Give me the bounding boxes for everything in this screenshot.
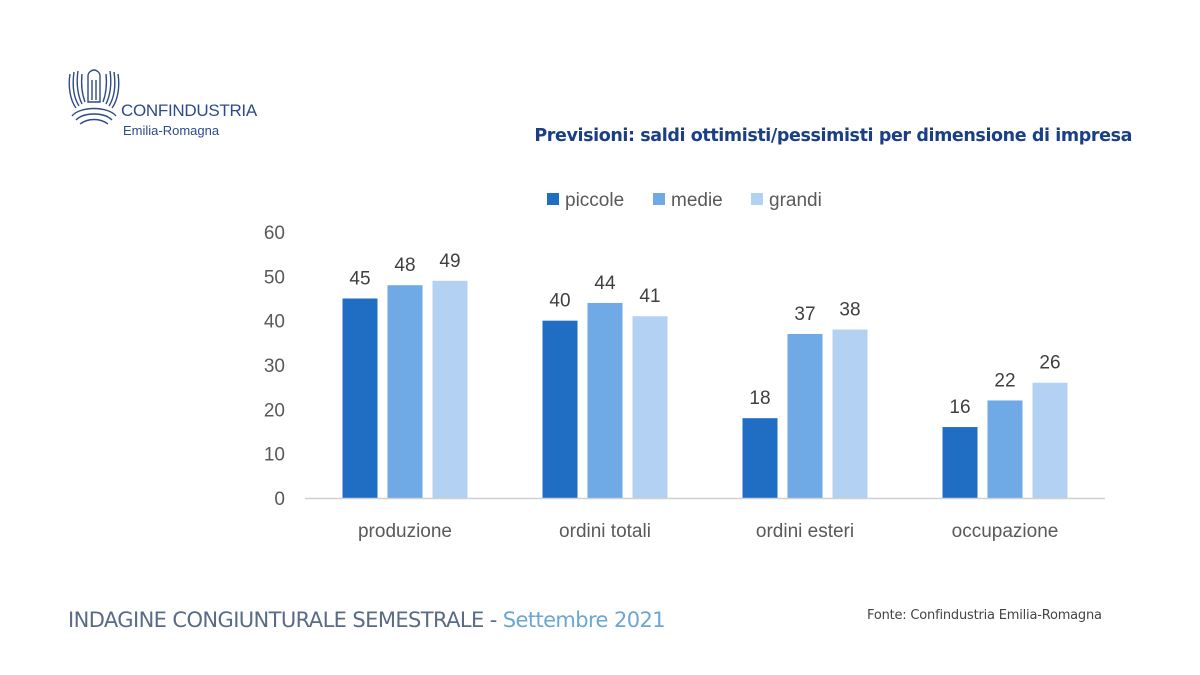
data-label: 16 [949, 397, 970, 418]
legend-label-piccole: piccole [565, 190, 624, 211]
legend-swatch-medie [653, 193, 665, 205]
survey-name: INDAGINE CONGIUNTURALE SEMESTRALE - [68, 608, 503, 632]
bar-piccole [542, 320, 578, 498]
logo-name: CONFINDUSTRIA [121, 101, 257, 120]
x-tick-label: ordini esteri [756, 521, 854, 542]
bar-medie [787, 333, 823, 498]
eagle-logo-icon [68, 69, 120, 125]
data-label: 37 [794, 304, 815, 325]
y-tick-label: 0 [274, 489, 285, 510]
x-axis: produzione ordini totali ordini esteri occu… [358, 521, 1058, 542]
legend-swatch-grandi [751, 193, 763, 205]
y-tick-label: 10 [264, 445, 285, 466]
source-note: Fonte: Confindustria Emilia-Romagna [867, 608, 1102, 623]
data-label: 18 [749, 388, 770, 409]
x-tick-label: produzione [358, 521, 452, 542]
bar-piccole [742, 418, 778, 498]
bar-grandi [832, 329, 868, 498]
data-label: 40 [549, 291, 570, 312]
legend-swatch-piccole [547, 193, 559, 205]
data-label: 22 [994, 370, 1015, 391]
y-tick-label: 40 [264, 312, 285, 333]
bar-medie [987, 400, 1023, 498]
bar-grandi [1032, 382, 1068, 498]
data-label: 49 [439, 251, 460, 272]
data-label: 41 [639, 286, 660, 307]
survey-footer: INDAGINE CONGIUNTURALE SEMESTRALE - Sett… [68, 608, 666, 632]
bars: 45 48 49 40 44 41 18 37 38 16 22 26 [342, 251, 1068, 498]
data-label: 26 [1039, 353, 1060, 374]
bar-medie [387, 285, 423, 498]
data-label: 45 [349, 269, 370, 290]
legend-label-grandi: grandi [769, 190, 822, 211]
y-tick-label: 20 [264, 400, 285, 421]
legend-label-medie: medie [671, 190, 723, 211]
confindustria-logo [66, 66, 286, 146]
bar-piccole [942, 427, 978, 498]
data-label: 48 [394, 255, 415, 276]
x-tick-label: occupazione [952, 521, 1059, 542]
data-label: 44 [594, 273, 616, 294]
bar-grandi [432, 280, 468, 498]
logo-region: Emilia-Romagna [123, 123, 220, 138]
bar-grandi [632, 316, 668, 498]
x-tick-label: ordini totali [559, 521, 651, 542]
survey-date: Settembre 2021 [502, 608, 666, 632]
y-tick-label: 60 [264, 223, 285, 244]
data-label: 38 [839, 300, 860, 321]
y-tick-label: 50 [264, 267, 285, 288]
bar-piccole [342, 298, 378, 498]
y-tick-label: 30 [264, 356, 285, 377]
chart-legend: piccole medie grandi [547, 190, 822, 211]
y-axis: 0 10 20 30 40 50 60 [264, 223, 285, 510]
chart-title: Previsioni: saldi ottimisti/pessimisti p… [534, 126, 1132, 146]
bar-medie [587, 302, 623, 498]
